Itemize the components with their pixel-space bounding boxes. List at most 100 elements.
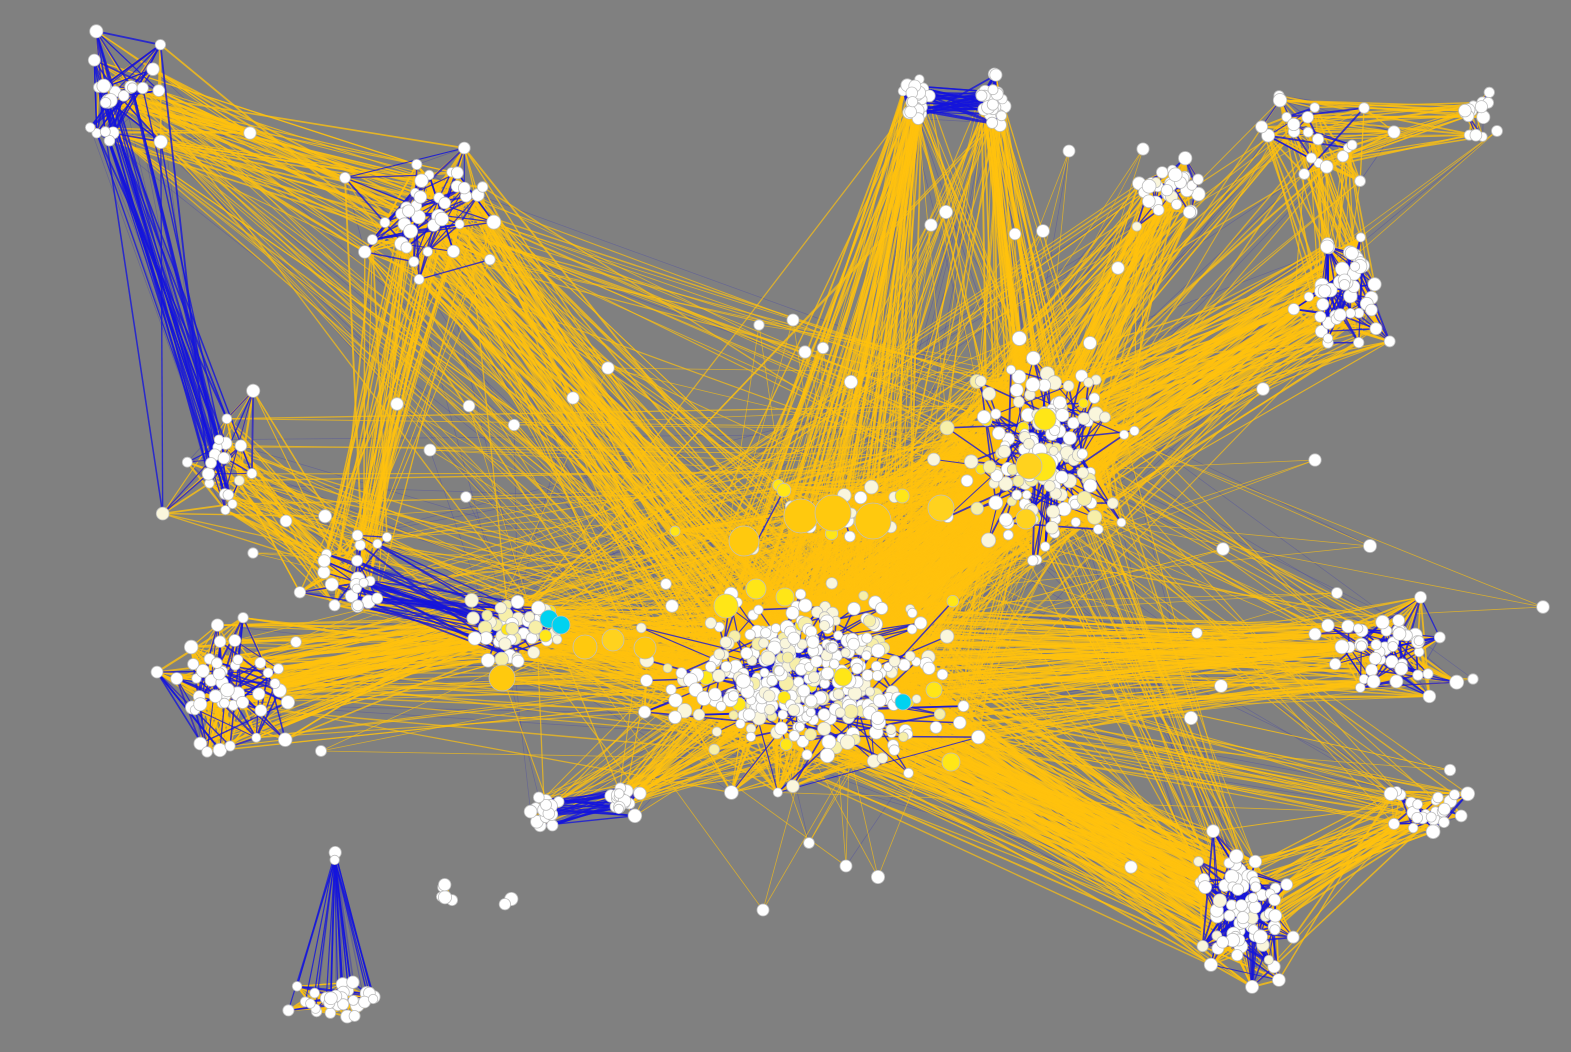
graph-node[interactable] [1255, 120, 1268, 134]
graph-node[interactable] [155, 506, 170, 521]
graph-node[interactable] [753, 604, 764, 615]
graph-node[interactable] [804, 728, 817, 741]
graph-node[interactable] [885, 724, 897, 735]
graph-node[interactable] [1320, 239, 1335, 254]
graph-node[interactable] [798, 598, 813, 613]
graph-node[interactable] [211, 657, 223, 669]
graph-node[interactable] [720, 660, 733, 673]
graph-node[interactable] [1009, 383, 1024, 397]
graph-node[interactable] [1355, 232, 1366, 243]
graph-node[interactable] [1124, 860, 1138, 874]
graph-node[interactable] [1136, 142, 1150, 156]
graph-node[interactable] [1036, 224, 1050, 238]
graph-node[interactable] [1474, 100, 1488, 114]
graph-node[interactable] [272, 663, 284, 675]
graph-node[interactable] [894, 488, 910, 504]
graph-node[interactable] [1305, 152, 1317, 164]
graph-node[interactable] [936, 668, 949, 681]
graph-node[interactable] [1083, 478, 1098, 493]
graph-node[interactable] [1026, 350, 1041, 366]
graph-node[interactable] [1319, 160, 1334, 174]
graph-node[interactable] [279, 514, 293, 528]
graph-node[interactable] [246, 383, 261, 398]
graph-node[interactable] [1182, 205, 1197, 219]
graph-node[interactable] [309, 987, 320, 999]
graph-node[interactable] [136, 81, 149, 95]
graph-node[interactable] [970, 501, 984, 516]
graph-node[interactable] [914, 616, 928, 630]
graph-node[interactable] [760, 650, 776, 666]
graph-node[interactable] [1223, 909, 1236, 922]
graph-node[interactable] [220, 682, 235, 698]
hub-node[interactable] [814, 494, 852, 532]
graph-node[interactable] [861, 650, 872, 661]
graph-node[interactable] [1268, 908, 1283, 923]
graph-node[interactable] [213, 635, 227, 648]
graph-node[interactable] [1385, 655, 1399, 669]
graph-node[interactable] [1346, 139, 1358, 151]
graph-node[interactable] [460, 491, 472, 503]
graph-node[interactable] [933, 708, 946, 721]
graph-node[interactable] [402, 204, 416, 218]
graph-node[interactable] [481, 609, 493, 621]
graph-node[interactable] [152, 84, 166, 97]
graph-node[interactable] [212, 742, 227, 758]
graph-node[interactable] [1412, 669, 1424, 681]
graph-node[interactable] [1366, 674, 1381, 689]
hub-node[interactable] [854, 502, 892, 540]
graph-node[interactable] [434, 211, 450, 227]
graph-node[interactable] [662, 663, 673, 674]
graph-node[interactable] [438, 878, 452, 892]
graph-node[interactable] [728, 710, 739, 721]
graph-node[interactable] [742, 708, 756, 722]
graph-node[interactable] [832, 688, 845, 700]
graph-node[interactable] [269, 678, 281, 689]
graph-node[interactable] [1160, 184, 1174, 197]
graph-node[interactable] [794, 588, 807, 600]
hub-node[interactable] [488, 664, 516, 692]
hub-node[interactable] [745, 578, 767, 600]
graph-node[interactable] [834, 707, 846, 718]
graph-node[interactable] [247, 547, 259, 559]
graph-node[interactable] [1469, 128, 1483, 142]
graph-node[interactable] [422, 246, 433, 257]
graph-node[interactable] [758, 637, 770, 649]
graph-node[interactable] [89, 24, 104, 39]
graph-node[interactable] [766, 675, 778, 687]
graph-node[interactable] [1077, 412, 1091, 426]
graph-node[interactable] [760, 627, 772, 639]
graph-node[interactable] [1438, 816, 1450, 828]
graph-node[interactable] [212, 667, 226, 681]
graph-node[interactable] [864, 686, 875, 697]
graph-node[interactable] [505, 621, 519, 636]
graph-node[interactable] [1247, 892, 1259, 904]
graph-node[interactable] [1111, 261, 1125, 275]
graph-node[interactable] [1214, 679, 1228, 693]
graph-node[interactable] [983, 460, 997, 474]
graph-node[interactable] [806, 635, 820, 649]
graph-node[interactable] [358, 577, 369, 588]
graph-node[interactable] [986, 98, 999, 111]
graph-node[interactable] [291, 981, 303, 992]
graph-node[interactable] [1216, 542, 1230, 556]
graph-node[interactable] [1067, 416, 1080, 430]
graph-node[interactable] [825, 577, 838, 590]
graph-node[interactable] [924, 218, 938, 232]
hub-node[interactable] [775, 587, 795, 607]
graph-node[interactable] [633, 786, 647, 801]
graph-node[interactable] [861, 669, 874, 682]
graph-node[interactable] [786, 779, 800, 793]
graph-node[interactable] [351, 529, 364, 542]
graph-node[interactable] [317, 565, 331, 579]
graph-node[interactable] [494, 601, 507, 615]
graph-node[interactable] [939, 420, 955, 436]
graph-node[interactable] [990, 408, 1002, 420]
graph-node[interactable] [810, 655, 823, 668]
graph-node[interactable] [1365, 663, 1378, 677]
graph-node[interactable] [1062, 144, 1076, 158]
graph-node[interactable] [1231, 949, 1244, 962]
graph-node[interactable] [293, 586, 306, 599]
graph-node[interactable] [753, 319, 765, 331]
graph-node[interactable] [980, 532, 997, 548]
